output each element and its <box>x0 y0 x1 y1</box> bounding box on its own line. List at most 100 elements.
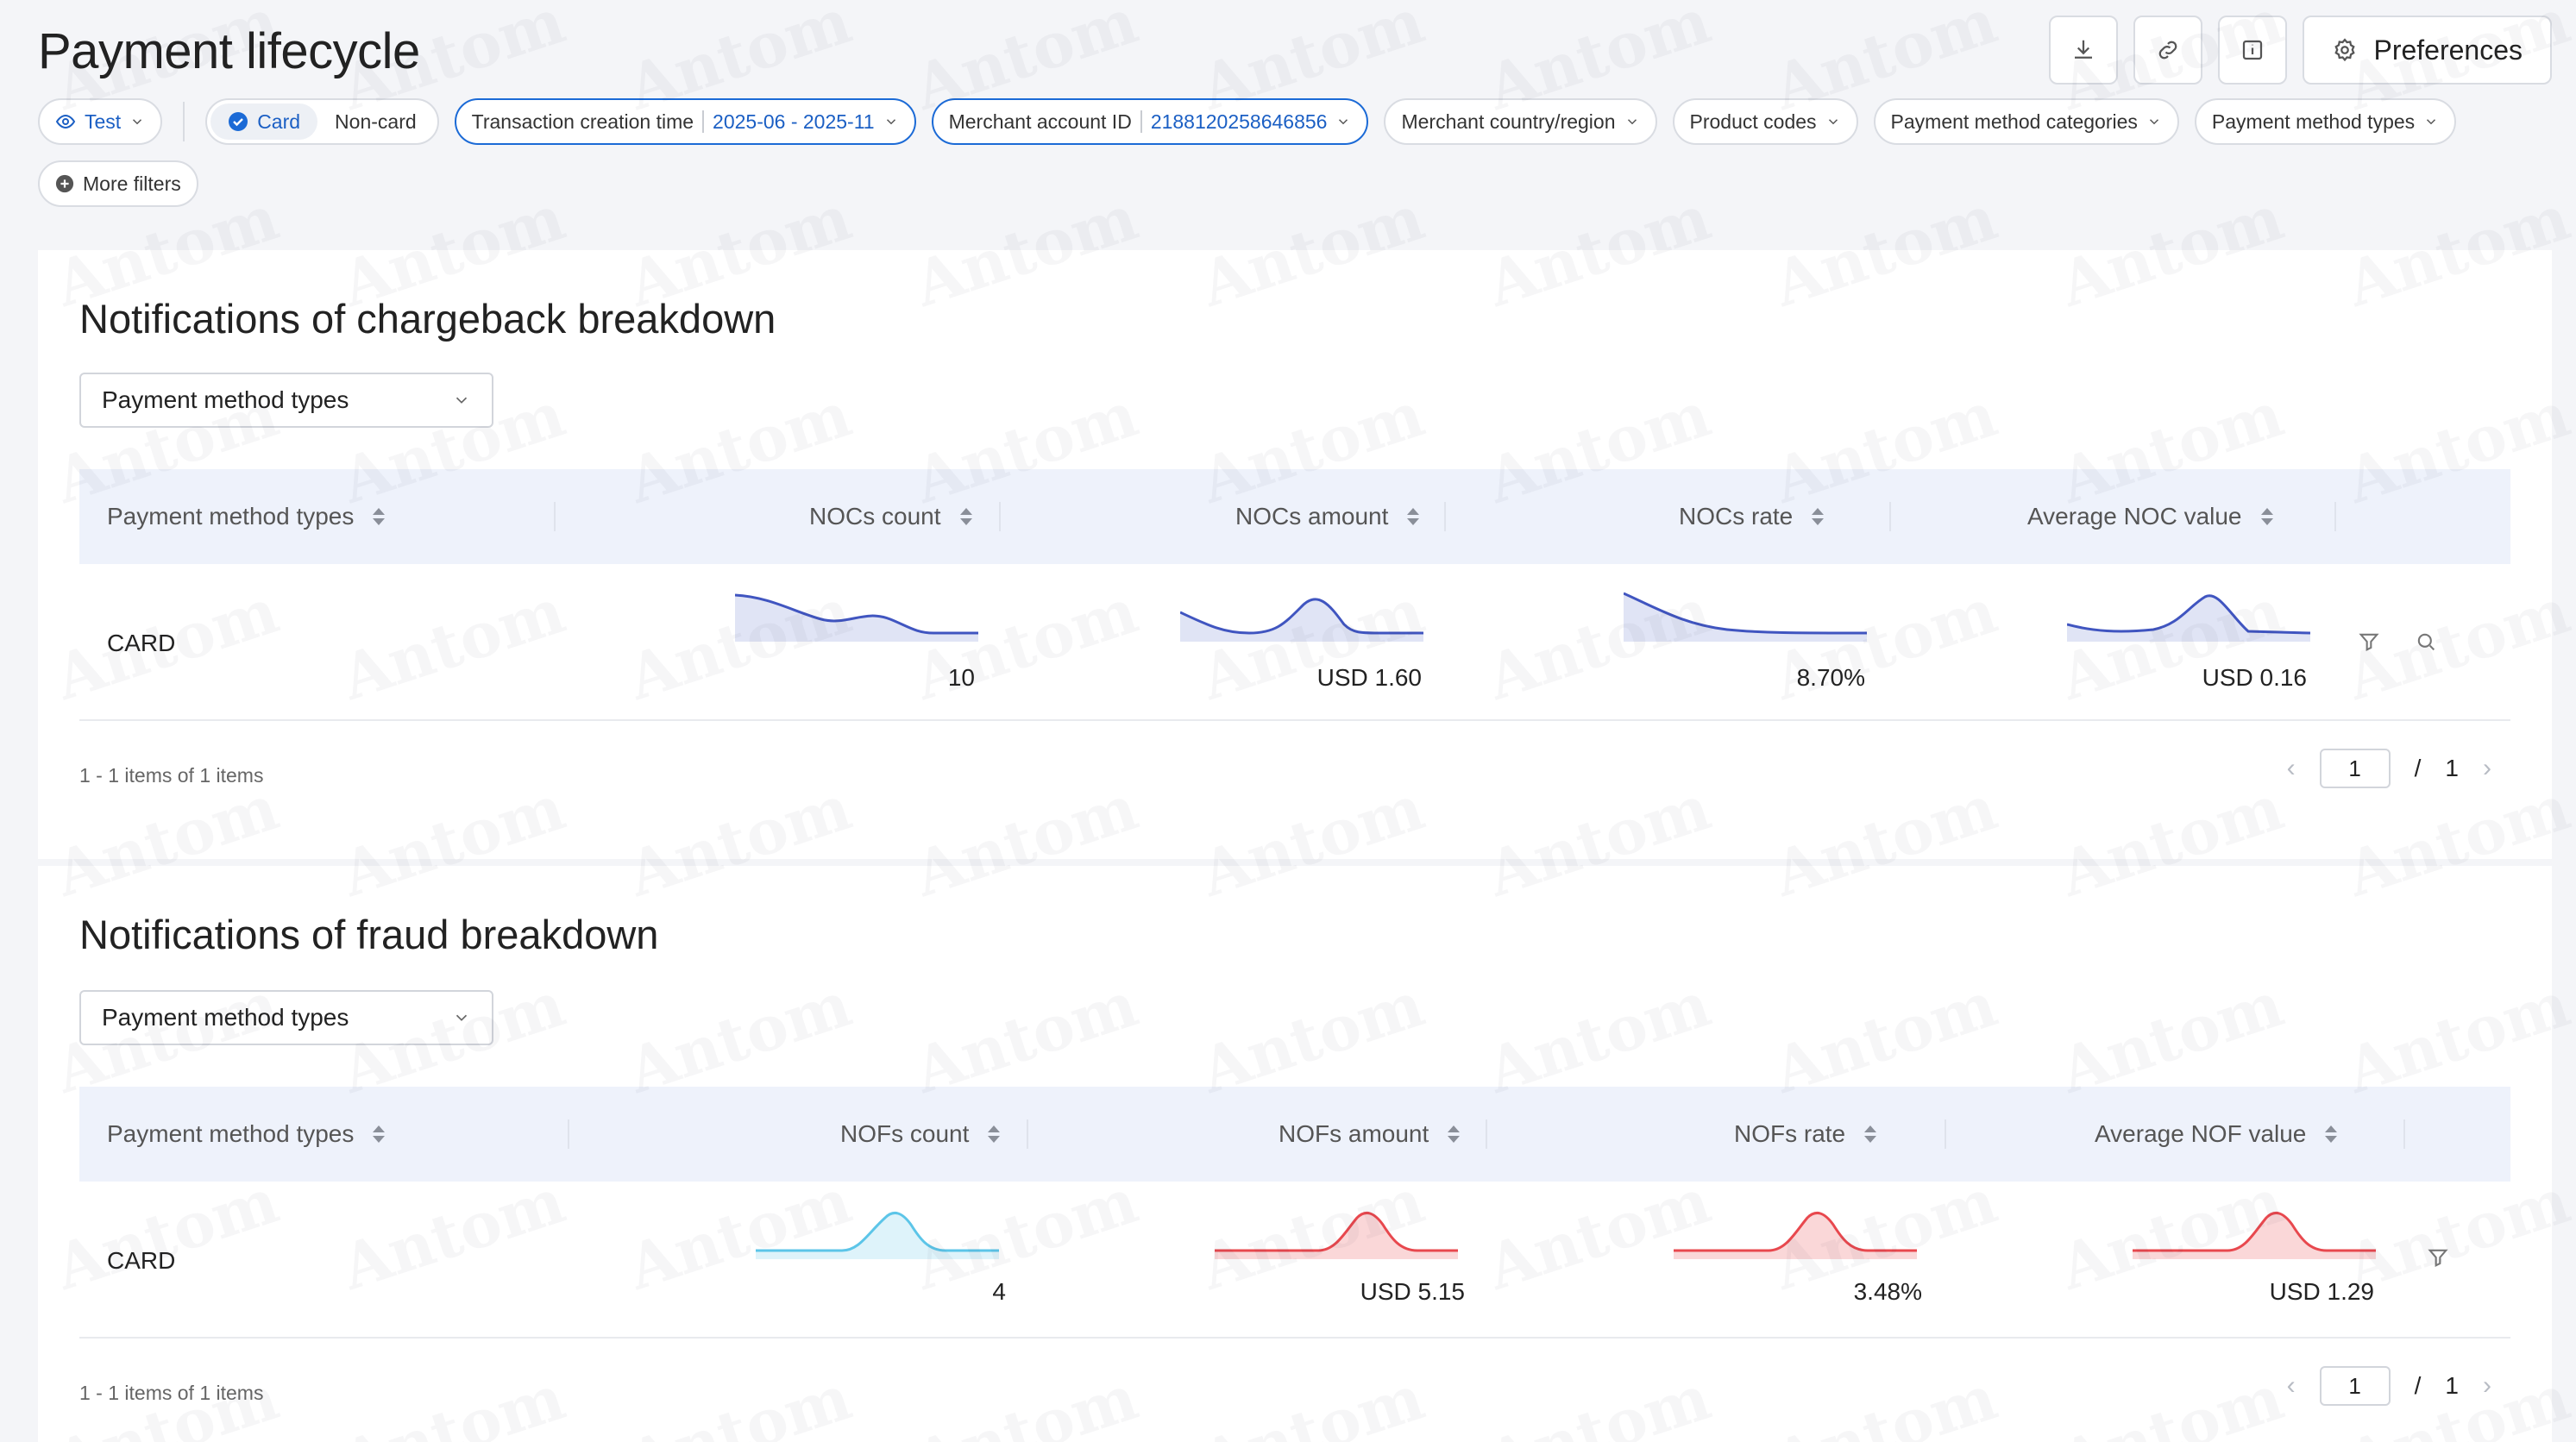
divider <box>2334 502 2336 531</box>
column-label: NOFs rate <box>1734 1120 1846 1147</box>
more-filters-button[interactable]: More filters <box>38 160 198 207</box>
filter-bar: Test Card Non-card Transaction creation … <box>38 98 2540 207</box>
prev-page-icon[interactable]: ‹ <box>2286 754 2296 782</box>
average-nof-sparkline <box>2133 1211 2376 1259</box>
nocs-count-value: 10 <box>947 664 975 691</box>
payment-method-categories-filter[interactable]: Payment method categories <box>1873 98 2179 145</box>
average-noc-value: USD 0.16 <box>2202 664 2307 691</box>
preferences-button[interactable]: Preferences <box>2303 16 2552 85</box>
payment-method-types-filter[interactable]: Payment method types <box>2194 98 2457 145</box>
chargeback-table-header: Payment method types NOCs count NOCs amo… <box>79 469 2510 564</box>
card-option[interactable]: Card <box>210 103 318 140</box>
column-header-nocs-amount[interactable]: NOCs amount <box>1235 469 1420 564</box>
row-name: CARD <box>107 1247 176 1274</box>
nocs-rate-sparkline <box>1624 592 1867 642</box>
nofs-rate-sparkline <box>1674 1211 1917 1259</box>
product-codes-filter[interactable]: Product codes <box>1672 98 1858 145</box>
sort-icon <box>2325 1125 2338 1143</box>
divider <box>554 502 556 531</box>
chargeback-card: Notifications of chargeback breakdown Pa… <box>38 250 2552 859</box>
non-card-option[interactable]: Non-card <box>317 103 434 140</box>
merchant-country-filter[interactable]: Merchant country/region <box>1384 98 1657 145</box>
filter-icon[interactable] <box>2357 630 2381 654</box>
divider <box>1945 1119 1946 1149</box>
merchant-id-value: 2188120258646856 <box>1150 110 1328 133</box>
info-icon <box>2243 40 2263 60</box>
nofs-count-value: 4 <box>992 1278 1006 1305</box>
next-page-icon[interactable]: › <box>2483 1371 2491 1400</box>
chargeback-title: Notifications of chargeback breakdown <box>79 296 776 342</box>
select-value: Payment method types <box>102 1004 349 1031</box>
sort-icon <box>1812 508 1825 525</box>
sort-icon <box>1407 508 1420 525</box>
chevron-down-icon <box>2149 119 2158 125</box>
column-label: Payment method types <box>107 1120 355 1147</box>
column-header-payment-method[interactable]: Payment method types <box>107 469 386 564</box>
card-type-toggle: Card Non-card <box>205 98 439 145</box>
download-icon <box>2075 40 2093 59</box>
pagination: ‹ 1 / 1 › <box>2287 749 2491 788</box>
env-select[interactable]: Test <box>38 98 163 145</box>
filter-icon[interactable] <box>2426 1245 2450 1270</box>
merchant-id-filter[interactable]: Merchant account ID 2188120258646856 <box>931 98 1369 145</box>
check-circle-icon <box>229 112 248 131</box>
items-count: 1 - 1 items of 1 items <box>79 764 264 787</box>
chevron-down-icon <box>2427 119 2436 125</box>
sort-icon <box>1448 1125 1461 1143</box>
column-header-payment-method[interactable]: Payment method types <box>107 1087 386 1182</box>
table-row: CARD 10 USD 1.60 8.70% USD 0.16 <box>79 564 2510 721</box>
merchant-country-label: Merchant country/region <box>1401 110 1616 133</box>
column-label: Average NOC value <box>2027 503 2242 530</box>
chevron-down-icon <box>886 119 895 125</box>
search-icon[interactable] <box>2414 630 2438 654</box>
average-noc-sparkline <box>2067 594 2310 642</box>
page-input[interactable]: 1 <box>2319 749 2391 788</box>
chevron-down-icon <box>1828 119 1838 125</box>
page-total: 1 <box>2445 755 2459 781</box>
column-header-nocs-rate[interactable]: NOCs rate <box>1679 469 1825 564</box>
nofs-amount-sparkline <box>1215 1211 1458 1259</box>
product-codes-label: Product codes <box>1689 110 1817 133</box>
transaction-time-filter[interactable]: Transaction creation time 2025-06 - 2025… <box>454 98 916 145</box>
fraud-title: Notifications of fraud breakdown <box>79 912 659 957</box>
pagination: ‹ 1 / 1 › <box>2287 1366 2491 1406</box>
chevron-down-icon <box>456 1014 468 1021</box>
page-title: Payment lifecycle <box>38 23 420 79</box>
gear-icon <box>2334 38 2356 62</box>
page-input[interactable]: 1 <box>2319 1366 2391 1406</box>
column-header-nofs-rate[interactable]: NOFs rate <box>1734 1087 1877 1182</box>
column-label: NOFs amount <box>1279 1120 1429 1147</box>
chevron-down-icon <box>133 119 142 125</box>
column-label: NOCs count <box>809 503 941 530</box>
plus-circle-icon <box>55 174 74 193</box>
page-separator: / <box>2414 755 2422 781</box>
select-value: Payment method types <box>102 386 349 413</box>
sort-icon <box>373 1125 386 1143</box>
nocs-rate-value: 8.70% <box>1796 664 1865 691</box>
column-header-average-noc[interactable]: Average NOC value <box>2027 469 2273 564</box>
chevron-down-icon <box>1339 119 1348 125</box>
chargeback-dimension-select[interactable]: Payment method types <box>79 373 493 428</box>
column-label: NOCs amount <box>1235 503 1389 530</box>
column-header-nofs-amount[interactable]: NOFs amount <box>1279 1087 1461 1182</box>
fraud-dimension-select[interactable]: Payment method types <box>79 990 493 1045</box>
card-option-label: Card <box>257 110 301 133</box>
chevron-down-icon <box>1627 119 1637 125</box>
transaction-time-value: 2025-06 - 2025-11 <box>713 110 875 133</box>
column-header-nofs-count[interactable]: NOFs count <box>840 1087 1001 1182</box>
info-button[interactable] <box>2218 16 2288 85</box>
nocs-count-sparkline <box>735 593 978 642</box>
copy-link-button[interactable] <box>2133 16 2203 85</box>
divider <box>702 110 705 133</box>
nocs-amount-sparkline <box>1180 598 1423 642</box>
download-button[interactable] <box>2049 16 2119 85</box>
payment-method-types-label: Payment method types <box>2211 110 2416 133</box>
merchant-id-label: Merchant account ID <box>948 110 1132 133</box>
prev-page-icon[interactable]: ‹ <box>2286 1371 2296 1400</box>
preferences-label: Preferences <box>2373 34 2523 66</box>
items-count: 1 - 1 items of 1 items <box>79 1382 264 1404</box>
sort-icon <box>373 508 386 525</box>
column-header-nocs-count[interactable]: NOCs count <box>809 469 972 564</box>
next-page-icon[interactable]: › <box>2483 754 2491 782</box>
column-header-average-nof[interactable]: Average NOF value <box>2095 1087 2338 1182</box>
